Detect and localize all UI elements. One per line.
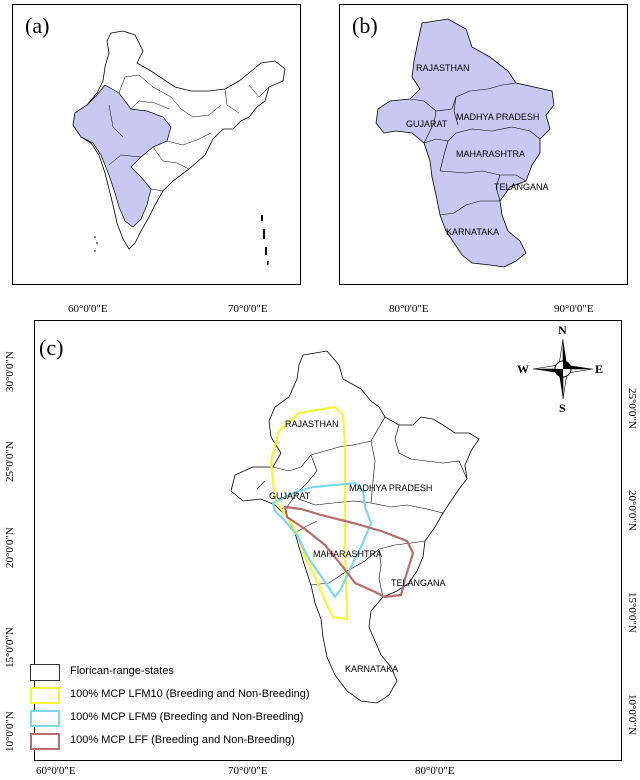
state-label-maharashtra: MAHARASHTRA bbox=[456, 149, 526, 159]
panel-a-label: (a) bbox=[25, 13, 50, 38]
legend-label-lfm10: 100% MCP LFM10 (Breeding and Non-Breedin… bbox=[70, 688, 310, 700]
state-label-gujarat: GUJARAT bbox=[406, 119, 448, 129]
panel-a-map: (a) bbox=[12, 4, 301, 285]
legend-swatch-range bbox=[30, 664, 60, 681]
legend-label-range: Florican-range-states bbox=[70, 665, 174, 677]
state-boundaries-c bbox=[256, 416, 468, 598]
state-label-c-maharashtra: MAHARASHTRA bbox=[313, 549, 383, 559]
lon-label-c-60: 60°0'0"E bbox=[36, 765, 76, 777]
lon-label-b-90: 90°0'0"E bbox=[554, 303, 594, 315]
lat-label-right-15: 15°0'0"N bbox=[626, 592, 638, 633]
range-states-region bbox=[375, 18, 555, 268]
legend-label-lff: 100% MCP LFF (Breeding and Non-Breeding) bbox=[70, 734, 295, 746]
island-dots bbox=[94, 215, 269, 265]
lat-label-right-20: 20°0'0"N bbox=[626, 490, 638, 531]
state-label-rajasthan: RAJASTHAN bbox=[416, 63, 470, 73]
compass-s: S bbox=[559, 401, 566, 415]
compass-rose-icon bbox=[532, 338, 594, 400]
lat-label-left-15: 15°0'0"N bbox=[4, 627, 16, 668]
state-label-c-gujarat: GUJARAT bbox=[269, 491, 311, 501]
state-label-telangana: TELANGANA bbox=[494, 182, 549, 192]
lat-label-right-25: 25°0'0"N bbox=[626, 388, 638, 429]
lat-label-left-20: 20°0'0"N bbox=[4, 527, 16, 568]
legend-swatch-lfm10 bbox=[30, 687, 60, 704]
lon-label-c-70: 70°0'0"E bbox=[228, 765, 268, 777]
range-states-shaded bbox=[72, 84, 172, 228]
mcp-lfm9-blue bbox=[271, 481, 373, 599]
india-map bbox=[72, 30, 286, 265]
lon-label-b-80: 80°0'0"E bbox=[389, 303, 429, 315]
legend-swatch-lfm9 bbox=[30, 710, 60, 727]
state-label-c-telangana: TELANGANA bbox=[391, 578, 446, 588]
state-label-madhya-pradesh: MADHYA PRADESH bbox=[456, 112, 540, 122]
state-boundaries bbox=[108, 74, 270, 192]
panel-b-label: (b) bbox=[352, 13, 378, 38]
state-label-c-rajasthan: RAJASTHAN bbox=[285, 419, 339, 429]
panel-c-map: (c) RAJASTHAN GUJARAT MADHYA PRADESH MAH… bbox=[34, 320, 622, 761]
north-arrow-compass: N S E W bbox=[517, 323, 604, 415]
lat-label-right-10: 10°0'0"N bbox=[626, 694, 638, 735]
range-states-outline bbox=[230, 350, 480, 704]
mcp-lfm10-yellow bbox=[269, 405, 349, 621]
lon-label-a-60: 60°0'0"E bbox=[68, 303, 108, 315]
compass-w: W bbox=[517, 362, 529, 376]
state-label-karnataka: KARNATAKA bbox=[446, 227, 500, 237]
lon-label-c-80: 80°0'0"E bbox=[415, 765, 455, 777]
panel-b-map: (b) RAJASTHAN GUJARAT MADHYA PRADESH MAH… bbox=[339, 4, 628, 285]
lat-label-left-30: 30°0'0"N bbox=[4, 351, 16, 392]
compass-n: N bbox=[558, 323, 567, 337]
lat-label-left-25: 25°0'0"N bbox=[4, 441, 16, 482]
lat-label-left-10: 10°0'0"N bbox=[4, 711, 16, 752]
state-label-c-madhya-pradesh: MADHYA PRADESH bbox=[349, 483, 433, 493]
mcp-map bbox=[230, 350, 480, 704]
state-label-c-karnataka: KARNATAKA bbox=[345, 664, 399, 674]
legend-swatch-lff bbox=[30, 733, 60, 750]
legend-label-lfm9: 100% MCP LFM9 (Breeding and Non-Breeding… bbox=[70, 711, 304, 723]
state-boundaries-b bbox=[409, 82, 541, 216]
compass-e: E bbox=[595, 362, 604, 376]
mcp-lff-red bbox=[283, 505, 415, 599]
range-states-map bbox=[375, 18, 555, 268]
panel-c-label: (c) bbox=[39, 335, 64, 360]
lon-label-a-70: 70°0'0"E bbox=[228, 303, 268, 315]
